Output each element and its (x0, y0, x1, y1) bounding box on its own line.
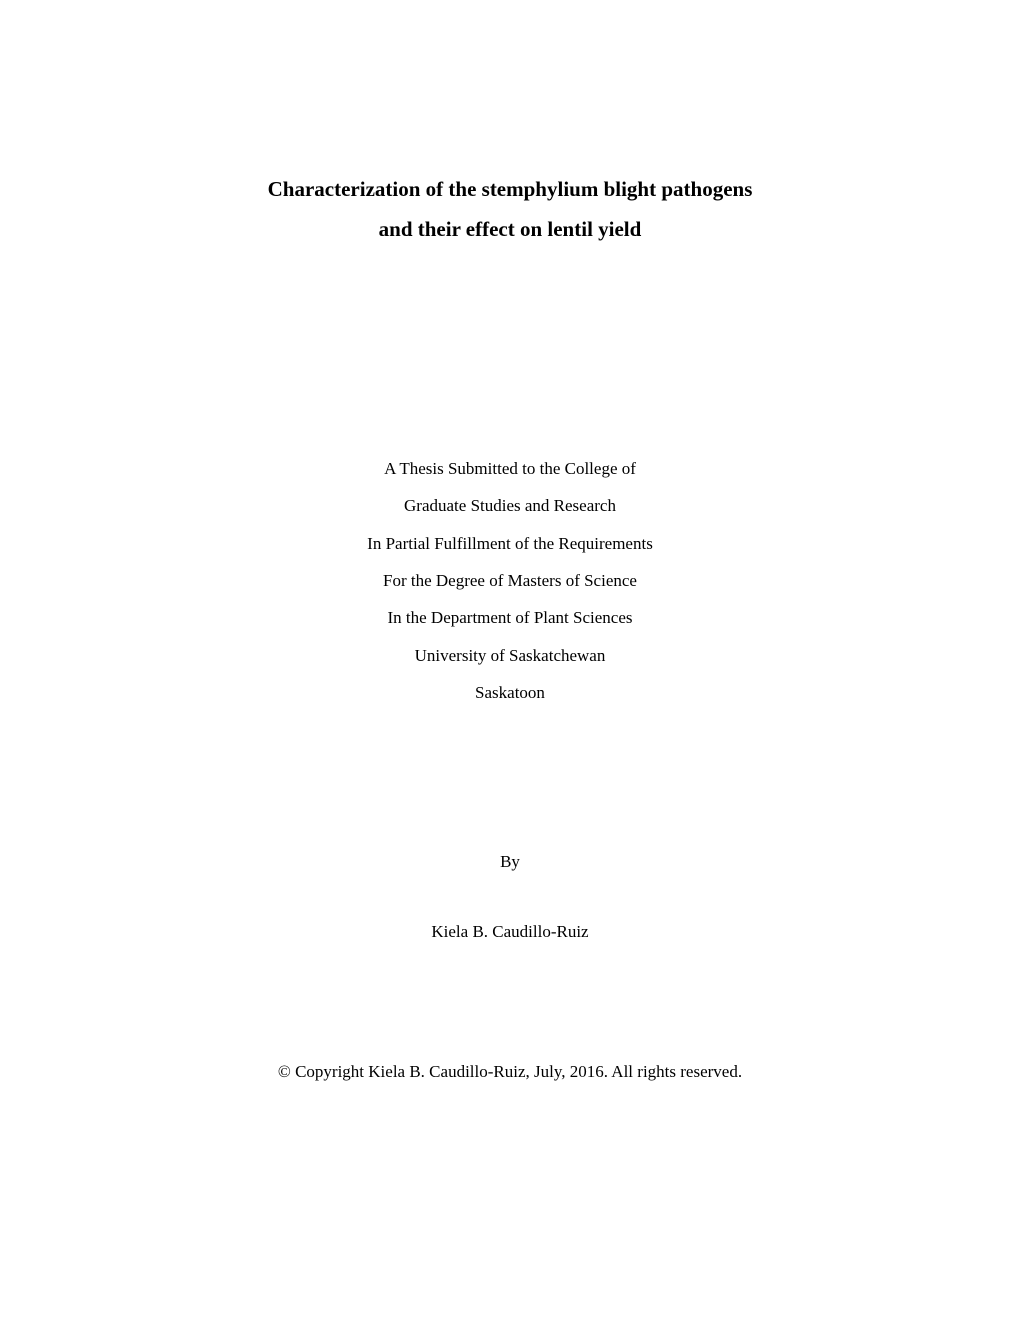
submission-line-6: University of Saskatchewan (367, 637, 653, 674)
submission-line-1: A Thesis Submitted to the College of (367, 450, 653, 487)
by-label-block: By (500, 852, 520, 872)
copyright-notice: © Copyright Kiela B. Caudillo-Ruiz, July… (278, 1062, 742, 1082)
submission-line-5: In the Department of Plant Sciences (367, 599, 653, 636)
submission-line-4: For the Degree of Masters of Science (367, 562, 653, 599)
author-name: Kiela B. Caudillo-Ruiz (431, 922, 588, 942)
author-block: Kiela B. Caudillo-Ruiz (431, 922, 588, 942)
thesis-title-page: Characterization of the stemphylium blig… (0, 0, 1020, 1320)
submission-line-7: Saskatoon (367, 674, 653, 711)
by-label: By (500, 852, 520, 872)
thesis-title-line-1: Characterization of the stemphylium blig… (268, 170, 753, 210)
submission-statement-block: A Thesis Submitted to the College of Gra… (367, 450, 653, 712)
submission-line-2: Graduate Studies and Research (367, 487, 653, 524)
copyright-block: © Copyright Kiela B. Caudillo-Ruiz, July… (278, 1062, 742, 1082)
submission-line-3: In Partial Fulfillment of the Requiremen… (367, 525, 653, 562)
thesis-title-line-2: and their effect on lentil yield (268, 210, 753, 250)
thesis-title-block: Characterization of the stemphylium blig… (268, 170, 753, 250)
